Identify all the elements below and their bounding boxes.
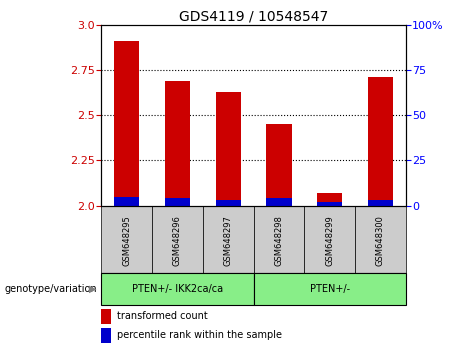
Bar (266, 198, 291, 206)
Bar (101, 309, 111, 324)
Text: GSM648296: GSM648296 (173, 216, 182, 266)
Bar (101, 328, 111, 343)
Bar (165, 198, 190, 206)
Text: PTEN+/- IKK2ca/ca: PTEN+/- IKK2ca/ca (132, 284, 223, 294)
Text: GSM648295: GSM648295 (122, 216, 131, 266)
Bar (152, 206, 203, 273)
Text: genotype/variation: genotype/variation (5, 284, 97, 294)
Title: GDS4119 / 10548547: GDS4119 / 10548547 (179, 10, 328, 24)
Bar (368, 200, 393, 206)
Bar (114, 41, 140, 206)
Bar (304, 206, 355, 273)
Text: transformed count: transformed count (117, 312, 207, 321)
Bar (165, 81, 190, 206)
Text: GSM648299: GSM648299 (325, 216, 334, 266)
Bar (101, 206, 152, 273)
Bar (266, 124, 291, 206)
Bar (216, 200, 241, 206)
Bar (368, 77, 393, 206)
Bar (317, 193, 342, 206)
Bar (114, 196, 140, 206)
Bar (355, 206, 406, 273)
Text: GSM648297: GSM648297 (224, 216, 233, 266)
Text: PTEN+/-: PTEN+/- (309, 284, 350, 294)
Text: GSM648298: GSM648298 (274, 216, 284, 266)
Text: ▶: ▶ (89, 284, 97, 294)
Bar (203, 206, 254, 273)
Bar (254, 206, 304, 273)
Text: percentile rank within the sample: percentile rank within the sample (117, 331, 282, 341)
Bar (216, 92, 241, 206)
Text: GSM648300: GSM648300 (376, 216, 385, 266)
Bar (254, 273, 406, 304)
Bar (101, 273, 254, 304)
Bar (317, 202, 342, 206)
